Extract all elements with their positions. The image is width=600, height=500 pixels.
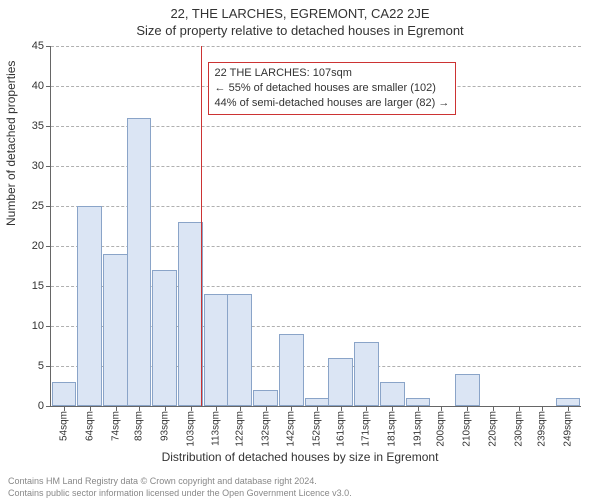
y-tick-label: 10 — [14, 320, 44, 332]
footer-copyright-2: Contains public sector information licen… — [8, 488, 352, 498]
histogram-bar — [52, 382, 77, 406]
x-tick-label: 64sqm — [84, 411, 95, 441]
y-tick-label: 5 — [14, 360, 44, 372]
histogram-bar — [152, 270, 177, 406]
annotation-line: ← 55% of detached houses are smaller (10… — [215, 81, 450, 96]
x-tick-label: 239sqm — [537, 411, 548, 447]
y-tick — [46, 126, 51, 127]
histogram-bar — [253, 390, 278, 406]
y-tick — [46, 366, 51, 367]
y-tick — [46, 286, 51, 287]
plot-area: 05101520253035404554sqm64sqm74sqm83sqm93… — [50, 46, 581, 407]
x-tick-label: 200sqm — [436, 411, 447, 447]
y-tick-label: 40 — [14, 80, 44, 92]
y-tick — [46, 246, 51, 247]
x-tick-label: 54sqm — [58, 411, 69, 441]
y-tick — [46, 166, 51, 167]
y-tick-label: 45 — [14, 40, 44, 52]
histogram-bar — [127, 118, 152, 406]
y-tick-label: 0 — [14, 400, 44, 412]
footer-copyright-1: Contains HM Land Registry data © Crown c… — [8, 476, 317, 486]
y-tick — [46, 86, 51, 87]
chart-container: 22, THE LARCHES, EGREMONT, CA22 2JE Size… — [0, 0, 600, 500]
x-tick-label: 210sqm — [462, 411, 473, 447]
y-tick — [46, 326, 51, 327]
histogram-bar — [178, 222, 203, 406]
y-tick-label: 15 — [14, 280, 44, 292]
histogram-bar — [406, 398, 431, 406]
x-tick-label: 93sqm — [159, 411, 170, 441]
annotation-line: 22 THE LARCHES: 107sqm — [215, 66, 450, 81]
histogram-bar — [279, 334, 304, 406]
histogram-bar — [204, 294, 229, 406]
x-tick-label: 122sqm — [234, 411, 245, 447]
plot-wrapper: 05101520253035404554sqm64sqm74sqm83sqm93… — [50, 46, 580, 406]
histogram-bar — [77, 206, 102, 406]
y-tick-label: 25 — [14, 200, 44, 212]
x-tick-label: 142sqm — [286, 411, 297, 447]
reference-line — [201, 46, 202, 406]
histogram-bar — [328, 358, 353, 406]
x-tick-label: 230sqm — [513, 411, 524, 447]
annotation-line: 44% of semi-detached houses are larger (… — [215, 96, 450, 111]
x-tick-label: 181sqm — [387, 411, 398, 447]
histogram-bar — [354, 342, 379, 406]
y-tick — [46, 46, 51, 47]
y-tick — [46, 406, 51, 407]
histogram-bar — [227, 294, 252, 406]
x-tick-label: 74sqm — [110, 411, 121, 441]
x-tick-label: 171sqm — [361, 411, 372, 447]
x-tick-label: 152sqm — [312, 411, 323, 447]
y-tick-label: 35 — [14, 120, 44, 132]
x-tick-label: 161sqm — [335, 411, 346, 447]
chart-title-line2: Size of property relative to detached ho… — [0, 21, 600, 38]
x-tick-label: 113sqm — [211, 411, 222, 446]
histogram-bar — [556, 398, 581, 406]
x-tick-label: 83sqm — [133, 411, 144, 441]
y-tick — [46, 206, 51, 207]
histogram-bar — [305, 398, 330, 406]
x-tick-label: 220sqm — [488, 411, 499, 447]
x-tick-label: 103sqm — [185, 411, 196, 447]
x-tick-label: 249sqm — [563, 411, 574, 447]
chart-title-line1: 22, THE LARCHES, EGREMONT, CA22 2JE — [0, 0, 600, 21]
annotation-box: 22 THE LARCHES: 107sqm← 55% of detached … — [208, 62, 457, 115]
gridline — [51, 46, 581, 47]
y-tick-label: 20 — [14, 240, 44, 252]
x-tick-label: 191sqm — [413, 411, 424, 447]
histogram-bar — [380, 382, 405, 406]
histogram-bar — [103, 254, 128, 406]
x-tick-label: 132sqm — [260, 411, 271, 447]
histogram-bar — [455, 374, 480, 406]
x-axis-label: Distribution of detached houses by size … — [0, 450, 600, 464]
y-tick-label: 30 — [14, 160, 44, 172]
